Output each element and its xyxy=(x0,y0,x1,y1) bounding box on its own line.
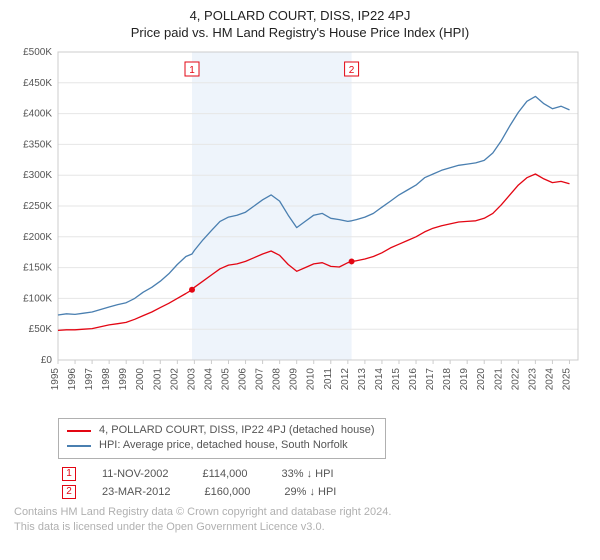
legend-swatch xyxy=(67,430,91,432)
x-tick-label: 1996 xyxy=(67,368,78,391)
x-tick-label: 2025 xyxy=(561,368,572,391)
sale-marker-dot xyxy=(349,258,355,264)
sale-marker-number: 2 xyxy=(349,65,355,76)
x-tick-label: 2009 xyxy=(289,368,300,391)
x-tick-label: 2007 xyxy=(255,368,266,391)
x-tick-label: 1995 xyxy=(50,368,61,391)
legend: 4, POLLARD COURT, DISS, IP22 4PJ (detach… xyxy=(14,416,586,459)
legend-item: 4, POLLARD COURT, DISS, IP22 4PJ (detach… xyxy=(67,423,375,438)
y-tick-label: £100K xyxy=(23,293,52,304)
y-tick-label: £150K xyxy=(23,263,52,274)
sale-date: 11-NOV-2002 xyxy=(102,468,168,480)
x-tick-label: 1997 xyxy=(84,368,95,391)
page-subtitle: Price paid vs. HM Land Registry's House … xyxy=(14,25,586,40)
legend-box: 4, POLLARD COURT, DISS, IP22 4PJ (detach… xyxy=(58,418,386,459)
x-tick-label: 2023 xyxy=(527,368,538,391)
x-tick-label: 2024 xyxy=(544,368,555,391)
sale-price: £160,000 xyxy=(204,486,250,498)
x-tick-label: 2002 xyxy=(169,368,180,391)
x-tick-label: 2003 xyxy=(186,368,197,391)
x-tick-label: 2013 xyxy=(357,368,368,391)
legend-label: 4, POLLARD COURT, DISS, IP22 4PJ (detach… xyxy=(99,423,375,438)
x-tick-label: 2017 xyxy=(425,368,436,391)
y-tick-label: £200K xyxy=(23,232,52,243)
x-tick-label: 2016 xyxy=(408,368,419,391)
x-tick-label: 2022 xyxy=(510,368,521,391)
sale-price: £114,000 xyxy=(202,468,247,480)
x-tick-label: 2001 xyxy=(152,368,163,391)
x-tick-label: 2021 xyxy=(493,368,504,391)
x-tick-label: 2018 xyxy=(442,368,453,391)
sale-badge: 1 xyxy=(62,467,76,481)
sale-badge: 2 xyxy=(62,485,76,499)
y-tick-label: £400K xyxy=(23,109,52,120)
x-tick-label: 2010 xyxy=(306,368,317,391)
sale-marker-number: 1 xyxy=(189,65,195,76)
sale-row: 1 11-NOV-2002 £114,000 33% ↓ HPI xyxy=(58,467,586,481)
x-tick-label: 2006 xyxy=(238,368,249,391)
x-tick-label: 1998 xyxy=(101,368,112,391)
x-tick-label: 2005 xyxy=(220,368,231,391)
sale-row: 2 23-MAR-2012 £160,000 29% ↓ HPI xyxy=(58,485,586,499)
sale-delta: 29% ↓ HPI xyxy=(284,486,336,498)
legend-label: HPI: Average price, detached house, Sout… xyxy=(99,438,348,453)
sale-marker-dot xyxy=(189,287,195,293)
legend-swatch xyxy=(67,445,91,447)
x-tick-label: 2019 xyxy=(459,368,470,391)
legend-item: HPI: Average price, detached house, Sout… xyxy=(67,438,375,453)
y-tick-label: £0 xyxy=(41,355,53,366)
sales-table: 1 11-NOV-2002 £114,000 33% ↓ HPI 2 23-MAR-201… xyxy=(58,467,586,499)
x-tick-label: 2008 xyxy=(272,368,283,391)
price-vs-hpi-chart: £0 £50K £100K £150K £200K £250K £300K £350K £400… xyxy=(14,46,586,416)
y-tick-label: £250K xyxy=(23,201,52,212)
sale-date: 23-MAR-2012 xyxy=(102,486,170,498)
y-tick-label: £450K xyxy=(23,78,52,89)
x-tick-label: 2015 xyxy=(391,368,402,391)
x-tick-label: 2020 xyxy=(476,368,487,391)
x-tick-label: 2011 xyxy=(323,368,334,390)
x-tick-label: 1999 xyxy=(118,368,129,391)
x-tick-label: 2014 xyxy=(374,368,385,391)
footer-attribution: Contains HM Land Registry data © Crown c… xyxy=(14,505,586,535)
y-tick-label: £350K xyxy=(23,139,52,150)
page-title: 4, POLLARD COURT, DISS, IP22 4PJ xyxy=(14,8,586,23)
y-tick-label: £50K xyxy=(29,324,53,335)
x-tick-label: 2012 xyxy=(340,368,351,391)
y-tick-label: £300K xyxy=(23,170,52,181)
y-tick-label: £500K xyxy=(23,47,52,58)
x-tick-label: 2004 xyxy=(203,368,214,391)
sale-delta: 33% ↓ HPI xyxy=(282,468,334,480)
x-tick-label: 2000 xyxy=(135,368,146,391)
